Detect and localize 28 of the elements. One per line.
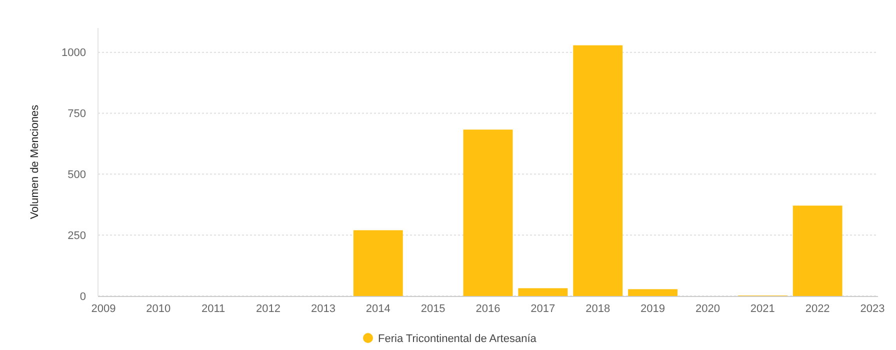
x-tick-label: 2017 — [530, 303, 556, 315]
y-axis-title: Volumen de Menciones — [29, 104, 41, 220]
x-tick-label: 2021 — [750, 303, 775, 315]
bar — [792, 206, 842, 296]
x-tick-label: 2014 — [366, 303, 390, 315]
y-tick-label: 0 — [80, 290, 86, 303]
x-tick-label: 2023 — [860, 303, 885, 315]
legend-label: Feria Tricontinental de Artesanía — [378, 332, 538, 345]
y-tick-label: 750 — [68, 108, 86, 120]
x-tick-label: 2019 — [640, 303, 666, 315]
x-tick-label: 2010 — [146, 303, 171, 315]
y-tick-label: 250 — [68, 230, 86, 242]
y-tick-label: 500 — [68, 169, 86, 182]
x-tick-label: 2015 — [420, 303, 446, 315]
y-tick-label: 1000 — [62, 47, 86, 60]
x-tick-label: 2009 — [91, 303, 116, 315]
x-tick-label: 2012 — [256, 303, 281, 315]
x-tick-label: 2018 — [586, 303, 610, 315]
bar — [628, 289, 678, 296]
x-tick-label: 2016 — [476, 303, 500, 315]
x-tick-label: 2020 — [695, 303, 720, 315]
bar — [573, 45, 623, 296]
bar — [353, 230, 403, 296]
bar — [463, 130, 513, 296]
bar — [518, 288, 568, 296]
x-tick-label: 2022 — [805, 303, 830, 315]
x-tick-label: 2011 — [202, 303, 226, 315]
x-tick-label: 2013 — [310, 303, 336, 315]
